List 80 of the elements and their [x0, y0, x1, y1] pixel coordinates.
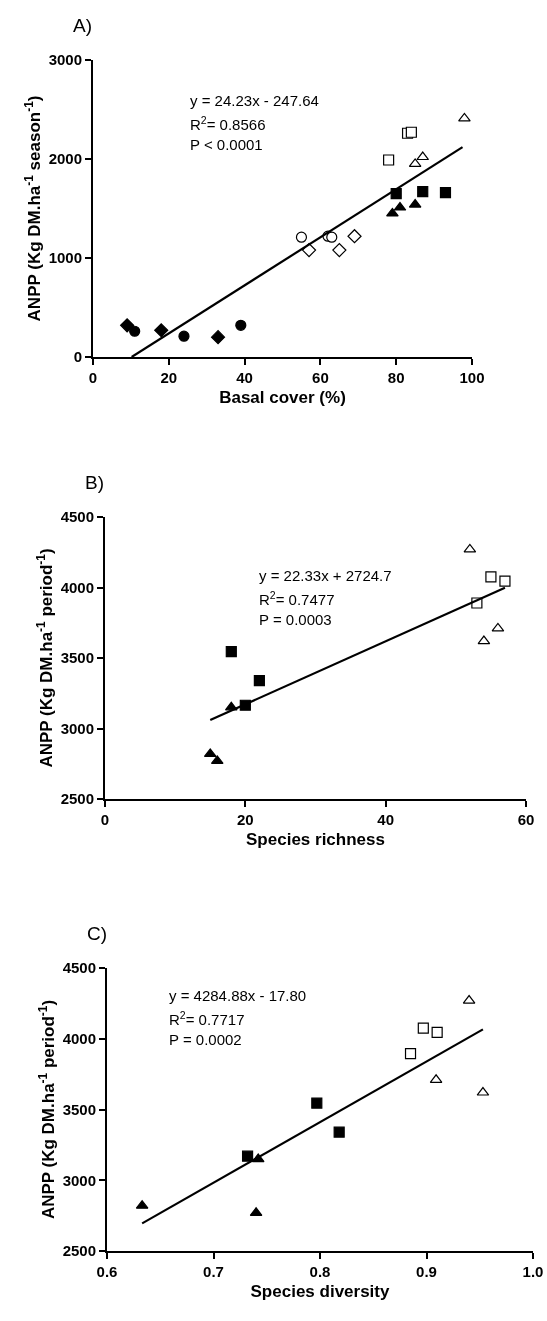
point — [347, 229, 362, 244]
point — [408, 158, 422, 168]
y-tick-label: 4000 — [60, 578, 94, 596]
point — [416, 151, 430, 161]
y-tick-label: 4500 — [62, 959, 96, 977]
y-tick-label: 3000 — [48, 51, 82, 69]
x-tick-label: 0 — [100, 811, 110, 828]
x-tick-label: 20 — [236, 811, 254, 828]
point — [332, 242, 347, 258]
y-tick-label: 3000 — [62, 1171, 96, 1189]
point — [178, 330, 190, 342]
chart-title: B) — [85, 472, 104, 493]
annotation: y = 22.33x + 2724.7 — [259, 567, 392, 584]
x-tick-label: 80 — [387, 369, 405, 386]
point — [333, 1126, 345, 1138]
annotation: R$^{2}$= 0.7477 — [259, 589, 335, 609]
point — [431, 1026, 443, 1038]
point — [129, 325, 141, 337]
annotation: R$^{2}$= 0.7717 — [169, 1009, 245, 1029]
point — [476, 1086, 490, 1096]
point — [383, 154, 395, 166]
y-tick-label: 1000 — [48, 249, 82, 267]
y-tick-label: 3000 — [60, 719, 94, 737]
point — [311, 1097, 323, 1109]
x-tick-label: 0.8 — [309, 1263, 331, 1280]
x-axis-title: Species richness — [246, 829, 385, 849]
point — [326, 231, 338, 243]
y-tick-label: 2500 — [60, 790, 94, 808]
annotation: P = 0.0003 — [259, 611, 332, 628]
point — [120, 318, 135, 333]
point — [386, 207, 399, 217]
x-tick-label: 40 — [377, 811, 395, 828]
point — [458, 112, 471, 122]
point — [295, 231, 308, 243]
point — [253, 674, 265, 687]
point — [241, 1150, 254, 1162]
x-tick-label: 40 — [236, 369, 253, 386]
y-tick-label: 2000 — [48, 150, 82, 168]
x-tick-label: 20 — [160, 369, 178, 386]
point — [477, 635, 491, 645]
x-tick-label: 0.7 — [203, 1263, 224, 1280]
y-tick-label: 4000 — [62, 1030, 96, 1047]
point — [210, 755, 224, 765]
y-tick-label: 0 — [73, 348, 82, 366]
x-tick-label: 100 — [459, 369, 485, 386]
point — [463, 543, 477, 553]
y-tick-label: 2500 — [62, 1242, 96, 1260]
point — [225, 646, 237, 658]
point — [210, 330, 226, 345]
chart-title: C) — [87, 923, 108, 944]
y-tick-label: 3500 — [60, 649, 94, 667]
point — [154, 323, 169, 338]
point — [499, 575, 511, 587]
x-tick-label: 0.9 — [416, 1263, 437, 1280]
point — [439, 187, 452, 199]
y-tick-label: 4500 — [60, 508, 94, 526]
annotation: R$^{2}$= 0.8566 — [190, 114, 266, 134]
point — [405, 126, 417, 138]
x-tick-label: 60 — [312, 369, 329, 386]
y-tick-label: 3500 — [62, 1100, 96, 1118]
point — [301, 242, 317, 258]
x-tick-label: 1.0 — [522, 1263, 544, 1280]
point — [393, 201, 407, 211]
point — [404, 1048, 417, 1060]
chart-title: A) — [73, 15, 92, 36]
x-axis-title: Basal cover (%) — [219, 387, 346, 407]
point — [491, 622, 505, 632]
annotation: P = 0.0002 — [169, 1031, 242, 1048]
point — [417, 1022, 429, 1034]
point — [462, 994, 476, 1004]
point — [408, 198, 422, 208]
x-axis-title: Species diversity — [250, 1281, 390, 1301]
annotation: P < 0.0001 — [190, 136, 263, 153]
x-tick-label: 0.6 — [96, 1263, 118, 1280]
x-tick-label: 60 — [517, 811, 535, 828]
annotation: y = 4284.88x - 17.80 — [169, 987, 307, 1004]
point — [235, 319, 247, 331]
point — [417, 186, 429, 198]
annotation: y = 24.23x - 247.64 — [190, 92, 319, 109]
point — [485, 571, 497, 583]
